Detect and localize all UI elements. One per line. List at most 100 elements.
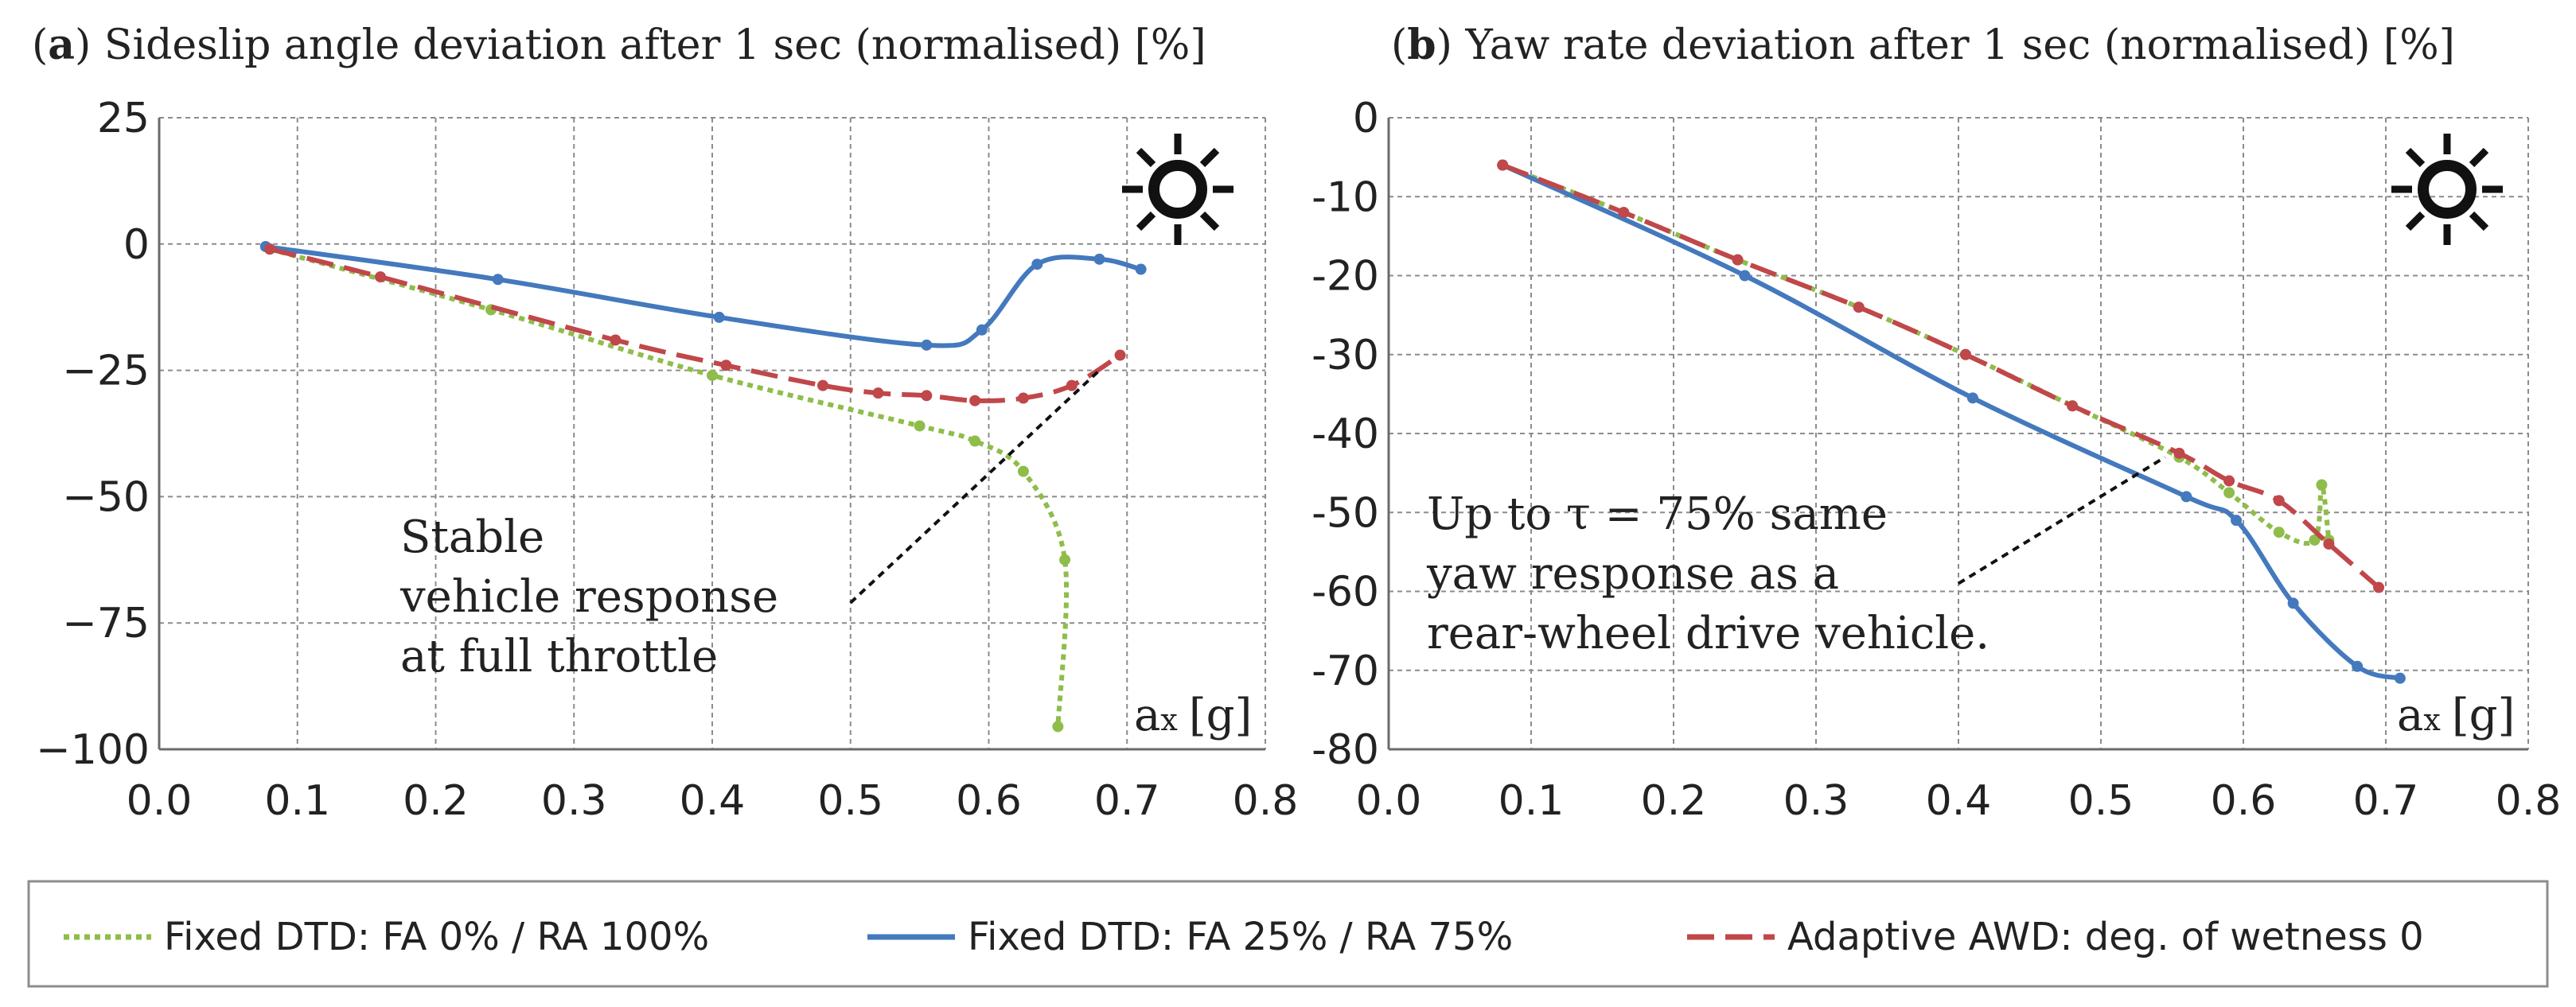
panel-a-series-point-2 <box>1066 379 1078 391</box>
panel-a-x-tick-label: 0.3 <box>541 777 607 825</box>
panel-b-series-point-0 <box>2316 479 2328 491</box>
panel-a-title-text: Sideslip angle deviation after 1 sec (no… <box>104 21 1206 69</box>
panel-a-series-point-1 <box>713 311 725 323</box>
panel-a-y-tick-label: 25 <box>97 95 150 142</box>
panel-a-series-point-2 <box>1114 349 1126 361</box>
panel-a-series-point-2 <box>720 360 732 371</box>
panel-b-series-point-2 <box>1497 159 1509 171</box>
panel-a-series <box>259 240 1147 733</box>
panel-a-annotation-arrow <box>849 369 1101 605</box>
panel-b-annotation-line: Up to τ = 75% same <box>1427 488 1888 540</box>
panel-b-series <box>1497 159 2406 684</box>
panel-b-title-text: Yaw rate deviation after 1 sec (normalis… <box>1464 21 2454 69</box>
panel-a-series-point-1 <box>921 339 933 351</box>
panel-b-axes <box>1387 118 2528 751</box>
panel-a-series-point-2 <box>969 395 981 406</box>
panel-a-series-point-1 <box>1093 253 1105 265</box>
panel-b-annotation-line: yaw response as a <box>1426 548 1839 600</box>
panel-b-x-tick-labels: 0.0 0.1 0.2 0.3 0.4 0.5 0.6 0.7 0.8 <box>1356 777 2562 825</box>
panel-b-annotation-arrow <box>1957 456 2166 585</box>
panel-b-x-tick-label: 0.1 <box>1498 777 1565 825</box>
panel-a-axes <box>158 118 1265 751</box>
panel-a-annotation-line: Stable <box>400 511 544 563</box>
panel-b-series-point-2 <box>1853 301 1865 313</box>
panel-b-x-axis-label: ax [g] <box>2397 690 2515 741</box>
legend-label-adaptive-awd: Adaptive AWD: deg. of wetness 0 <box>1787 915 2424 959</box>
panel-b-x-tick-label: 0.3 <box>1783 777 1849 825</box>
panel-a-series-point-0 <box>1017 465 1029 477</box>
panel-a-series-point-0 <box>707 369 718 381</box>
panel-b-title: (b) Yaw rate deviation after 1 sec (norm… <box>1391 21 2455 69</box>
panel-b-y-tick-label: -80 <box>1311 726 1379 774</box>
panel-b-series-point-1 <box>1739 270 1751 282</box>
panel-b-y-tick-label: -10 <box>1311 173 1379 221</box>
panel-a-x-tick-label: 0.8 <box>1233 777 1299 825</box>
panel-a-annotation-line: vehicle response <box>399 571 778 623</box>
panel-a-series-point-2 <box>264 243 275 255</box>
panel-b-y-tick-label: -30 <box>1311 332 1379 379</box>
panel-a-series-point-2 <box>1017 392 1029 404</box>
panel-a-x-axis-label: ax [g] <box>1134 690 1252 741</box>
panel-a: (a) Sideslip angle deviation after 1 sec… <box>32 21 1298 825</box>
panel-a-series-point-1 <box>1031 259 1043 270</box>
panel-a-y-tick-label: 0 <box>123 221 150 269</box>
panel-a-series-point-2 <box>375 271 386 283</box>
panel-b-y-tick-labels: 0 -10 -20 -30 -40 -50 -60 -70 -80 <box>1311 95 1379 774</box>
panel-b-series-point-1 <box>1966 392 1978 404</box>
legend-label-fixed-dtd-0: Fixed DTD: FA 0% / RA 100% <box>164 915 709 959</box>
panel-a-series-point-1 <box>1135 263 1147 275</box>
panel-b-series-point-2 <box>1732 254 1744 266</box>
panel-a-y-tick-label: −50 <box>62 473 150 521</box>
panel-a-x-tick-label: 0.0 <box>127 777 193 825</box>
panel-b-series-point-2 <box>2273 495 2285 507</box>
panel-b-x-tick-label: 0.5 <box>2068 777 2134 825</box>
panel-a-x-tick-label: 0.2 <box>403 777 469 825</box>
panel-a-series-point-2 <box>872 387 884 399</box>
legend-box <box>27 880 2549 988</box>
panel-b-letter: b <box>1407 21 1436 69</box>
panel-a-x-tick-label: 0.5 <box>817 777 883 825</box>
panel-a-y-tick-label: −75 <box>62 600 150 647</box>
panel-a-series-point-0 <box>969 435 981 447</box>
panel-a-x-tick-label: 0.6 <box>956 777 1022 825</box>
sun-icon <box>1122 134 1233 245</box>
panel-b-series-point-2 <box>2067 400 2079 412</box>
panel-b-annotation: Up to τ = 75% same yaw response as a rear-… <box>1426 456 2166 659</box>
panel-a-x-tick-labels: 0.0 0.1 0.2 0.3 0.4 0.5 0.6 0.7 0.8 <box>127 777 1299 825</box>
legend: Fixed DTD: FA 0% / RA 100% Fixed DTD: FA… <box>27 880 2549 988</box>
panel-a-grid <box>159 117 1266 749</box>
panel-a-x-tick-label: 0.1 <box>264 777 330 825</box>
panel-a-annotation-line: at full throttle <box>400 631 718 682</box>
panel-b-series-point-2 <box>2173 447 2185 459</box>
panel-a-letter: a <box>48 21 75 69</box>
panel-b-series-line-1 <box>1501 162 2401 681</box>
panel-b-series-point-1 <box>2394 672 2406 684</box>
panel-b-x-tick-label: 0.4 <box>1926 777 1992 825</box>
panel-a-y-tick-label: −100 <box>36 726 150 774</box>
panel-b-y-tick-label: -20 <box>1311 253 1379 301</box>
panel-a-series-point-2 <box>610 334 622 346</box>
panel-b-grid <box>1389 117 2529 749</box>
panel-a-x-tick-label: 0.7 <box>1094 777 1160 825</box>
panel-b-series-point-1 <box>2287 597 2299 609</box>
panel-a-series-line-1 <box>265 244 1142 348</box>
panel-b-series-point-2 <box>2323 538 2335 550</box>
panel-b-series-point-0 <box>2273 527 2285 538</box>
panel-a-y-tick-labels: 25 0 −25 −50 −75 −100 <box>36 95 150 774</box>
panel-b-series-point-2 <box>2373 581 2385 593</box>
panel-b-x-tick-label: 0.8 <box>2496 777 2562 825</box>
panel-a-series-point-0 <box>1052 721 1064 733</box>
panel-a-y-tick-label: −25 <box>62 348 150 395</box>
panel-b-y-tick-label: -60 <box>1311 569 1379 616</box>
panel-a-series-point-0 <box>1059 554 1071 566</box>
panel-b-series-point-2 <box>2223 475 2235 487</box>
panel-b-y-tick-label: 0 <box>1353 95 1379 142</box>
panel-a-x-tick-label: 0.4 <box>680 777 746 825</box>
panel-a-series-point-0 <box>914 420 926 432</box>
panel-b-x-tick-label: 0.2 <box>1641 777 1707 825</box>
panel-b-x-tick-label: 0.7 <box>2353 777 2419 825</box>
panel-b-x-tick-label: 0.0 <box>1356 777 1422 825</box>
panel-b-y-tick-label: -50 <box>1311 489 1379 537</box>
sun-icon <box>2391 134 2503 245</box>
